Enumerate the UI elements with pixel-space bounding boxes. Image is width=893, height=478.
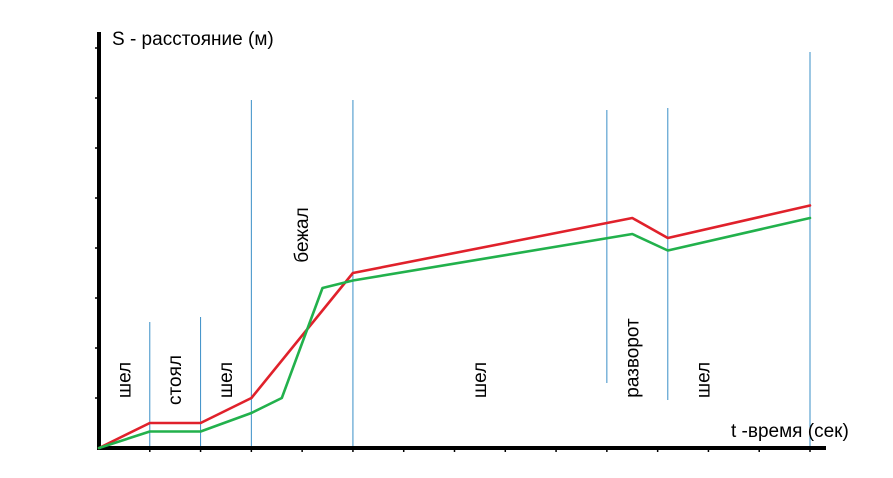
- axes: [97, 32, 826, 450]
- segment-label: шел: [693, 362, 714, 398]
- segment-label: шел: [216, 362, 237, 398]
- segment-label: шел: [470, 362, 491, 398]
- segment-labels: шел стоял шел бежал шел разворот шел: [114, 207, 714, 405]
- series-line-red: [97, 204, 812, 450]
- x-ticks: [149, 448, 811, 452]
- segment-label: стоял: [165, 355, 186, 405]
- series-lines: [97, 204, 812, 450]
- segment-label: разворот: [622, 318, 643, 398]
- series-line-green: [97, 216, 812, 450]
- segment-label: бежал: [292, 207, 313, 262]
- divider-lines: [149, 52, 811, 448]
- y-ticks: [95, 47, 99, 399]
- y-axis-label: S - расстояние (м): [112, 29, 274, 50]
- segment-label: шел: [114, 362, 135, 398]
- x-axis-label: t -время (сек): [731, 421, 849, 442]
